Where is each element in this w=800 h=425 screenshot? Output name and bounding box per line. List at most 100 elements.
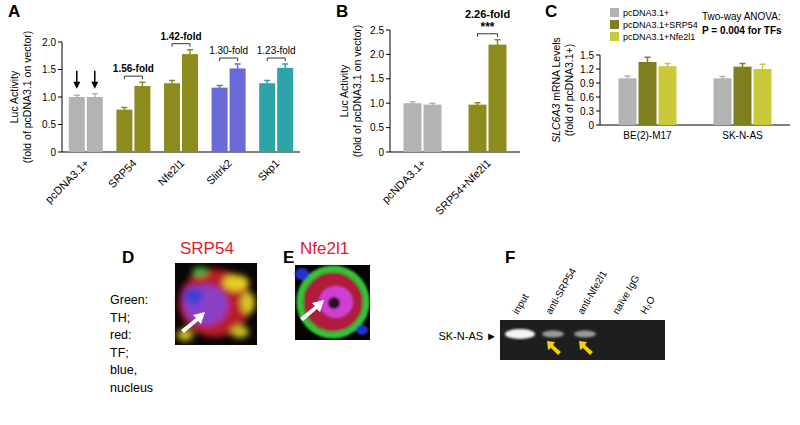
- panel-letter: F: [505, 248, 515, 267]
- y-tick: [596, 83, 600, 84]
- error-bar: [495, 40, 501, 50]
- y-tick: [386, 152, 390, 153]
- y-tick: [58, 42, 62, 43]
- y-tick-label: 0: [50, 147, 56, 158]
- fold-label: 1.56-fold: [113, 63, 154, 74]
- nucleus-stain: [295, 268, 309, 280]
- y-tick-label: 1.2: [580, 64, 594, 75]
- y-tick: [386, 103, 390, 104]
- y-tick-label: 0: [378, 147, 384, 158]
- bars: [404, 40, 507, 152]
- nucleus-stain: [184, 285, 228, 325]
- pointer-arrow: [547, 341, 561, 355]
- bracket: [267, 58, 285, 61]
- y-tick-label: 1.5: [580, 50, 594, 61]
- micrograph: [295, 265, 370, 340]
- bar: [69, 97, 85, 152]
- error-bar: [169, 81, 175, 87]
- error-bar: [475, 103, 481, 107]
- bars: [619, 57, 772, 125]
- th-stain: [231, 326, 249, 338]
- error-bar: [121, 107, 127, 111]
- legend-label: pcDNA3.1+: [623, 8, 669, 18]
- bar: [116, 110, 132, 152]
- fold-label: 1.23-fold: [257, 45, 296, 56]
- page: {"chart_data": [ {"panel": "A", "type": …: [0, 0, 800, 425]
- bar: [134, 86, 150, 152]
- th-stain: [223, 275, 249, 291]
- lane-label: input: [510, 292, 530, 316]
- panel-a: A00.51.01.52.0Luc Activity(fold of pcDNA…: [8, 2, 300, 205]
- arrow: [94, 71, 96, 83]
- bracket: [220, 58, 238, 61]
- bar: [182, 54, 198, 152]
- gel-band: [505, 329, 535, 339]
- panel-letter: D: [122, 248, 134, 267]
- y-axis-label: Luc Activity: [8, 70, 20, 123]
- y-tick: [58, 69, 62, 70]
- y-tick: [386, 30, 390, 31]
- bar: [212, 88, 228, 152]
- row-label: SK-N-AS ►: [438, 330, 497, 342]
- y-axis: [600, 55, 601, 125]
- y-tick: [596, 69, 600, 70]
- y-tick-label: 0.5: [370, 122, 384, 133]
- x-tick-label: pcDNA3.1+: [43, 157, 91, 205]
- error-bar: [187, 50, 193, 59]
- bar: [714, 78, 732, 125]
- bar: [469, 105, 487, 152]
- error-bar: [217, 85, 223, 89]
- bar: [639, 62, 657, 125]
- bracket: [124, 76, 142, 79]
- arrow-head: [91, 82, 98, 89]
- error-bar: [264, 81, 270, 87]
- panel-letter: A: [8, 2, 20, 21]
- annotation: Two-way ANOVA:: [702, 11, 781, 22]
- bar: [734, 67, 752, 125]
- error-bar: [665, 63, 671, 69]
- x-tick-label: SK-N-AS: [722, 130, 763, 141]
- lane-label: anti-SRP54: [543, 266, 578, 316]
- bar: [754, 69, 772, 125]
- bar: [230, 68, 246, 152]
- pointer-arrow: [300, 300, 324, 321]
- panel-e: ENfe2l1: [283, 239, 370, 340]
- error-bar: [74, 95, 80, 98]
- error-bar: [139, 82, 145, 90]
- y-tick-label: 2.5: [370, 25, 384, 36]
- y-axis-label: (fold of pcDNA3.1+): [563, 44, 575, 137]
- y-tick-label: 0.9: [580, 78, 594, 89]
- y-axis-label: (fold of pcDNA3.1 on vector): [351, 25, 363, 157]
- gel-band: [574, 331, 596, 338]
- error-bar: [282, 64, 288, 72]
- y-tick-label: 2.0: [370, 49, 384, 60]
- x-tick-label: Nfe2l1: [155, 157, 186, 188]
- th-stain: [300, 269, 366, 335]
- panel-c: C00.30.60.91.21.5SLC6A3 mRNA Levels(fold…: [545, 2, 790, 143]
- error-bar: [430, 103, 436, 106]
- bars: [69, 50, 293, 152]
- arrow: [76, 71, 78, 83]
- x-tick-label: Slitrk2: [204, 157, 234, 187]
- legend-text: TH;: [110, 311, 130, 325]
- y-tick: [596, 111, 600, 112]
- lane-label: naïve IgG: [610, 273, 641, 316]
- bracket: [478, 34, 498, 37]
- bar: [659, 66, 677, 125]
- error-bar: [92, 94, 98, 101]
- tf-stain: [304, 273, 362, 331]
- nucleus-stain: [356, 325, 368, 335]
- y-axis-label: Luc Activity: [338, 64, 350, 117]
- bar: [404, 103, 422, 152]
- y-tick: [596, 97, 600, 98]
- plain-part: mRNA Levels: [550, 37, 562, 104]
- legend-label: pcDNA3.1+Nfe2l1: [623, 32, 695, 42]
- th-stain: [192, 267, 208, 277]
- y-tick-label: 2.0: [42, 37, 56, 48]
- y-tick-label: 0.3: [580, 106, 594, 117]
- gel-band: [542, 331, 564, 338]
- stain: [295, 268, 368, 335]
- pointer-arrow: [579, 341, 593, 355]
- y-tick-label: 1.5: [42, 64, 56, 75]
- nucleus-stain: [183, 287, 203, 305]
